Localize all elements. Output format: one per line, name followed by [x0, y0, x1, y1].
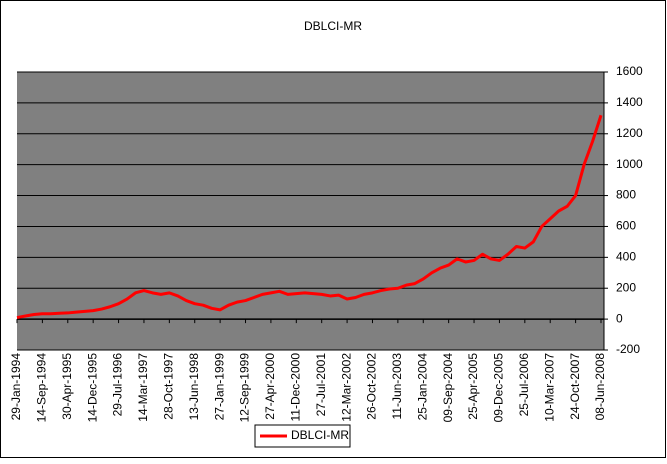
y-tick-label: 1200 — [616, 126, 643, 140]
y-tick-label: 1000 — [616, 157, 643, 171]
x-tick-label: 14-Mar-1997 — [136, 353, 150, 422]
chart-title: DBLCI-MR — [304, 19, 362, 33]
line-series — [16, 114, 603, 320]
x-tick-label: 27-Apr-2000 — [263, 353, 277, 420]
x-tick-label: 08-Jun-2008 — [593, 353, 607, 421]
x-tick-label: 27-Jan-1999 — [212, 353, 226, 421]
x-tick-label: 28-Oct-1997 — [162, 353, 176, 420]
x-tick-label: 25-Apr-2005 — [466, 353, 480, 420]
y-tick-label: 1600 — [616, 64, 643, 78]
x-tick-label: 24-Oct-2007 — [568, 353, 582, 420]
x-tick-label: 11-Dec-2000 — [288, 353, 302, 422]
x-tick-label: 26-Oct-2002 — [365, 353, 379, 420]
y-tick-label: 200 — [616, 280, 636, 294]
x-tick-label: 12-Sep-1999 — [238, 353, 252, 423]
x-tick-label: 29-Jul-1996 — [111, 353, 125, 417]
x-tick-label: 30-Apr-1995 — [60, 353, 74, 420]
x-tick-label: 29-Jan-1994 — [9, 353, 23, 421]
x-tick-label: 11-Jun-2003 — [390, 353, 404, 420]
y-tick-label: 0 — [616, 311, 623, 325]
x-tick-label: 14-Dec-1995 — [85, 353, 99, 423]
x-tick-label: 10-Mar-2007 — [542, 353, 556, 422]
y-tick-label: 400 — [616, 250, 636, 264]
y-tick-label: -200 — [616, 342, 640, 356]
y-tick-label: 600 — [616, 219, 636, 233]
legend-label: DBLCI-MR — [291, 428, 349, 442]
legend-box — [254, 424, 351, 448]
x-tick-label: 25-Jan-2004 — [415, 353, 429, 421]
x-tick-label: 25-Jul-2006 — [517, 353, 531, 417]
y-tick-label: 800 — [616, 188, 636, 202]
x-tick-label: 27-Jul-2001 — [314, 353, 328, 417]
x-tick-label: 12-Mar-2002 — [339, 353, 353, 422]
y-tick-label: 1400 — [616, 95, 643, 109]
x-tick-label: 14-Sep-1994 — [35, 353, 49, 423]
x-tick-label: 09-Dec-2005 — [492, 353, 506, 423]
x-tick-label: 13-Jun-1998 — [187, 353, 201, 421]
x-tick-label: 09-Sep-2004 — [441, 353, 455, 423]
